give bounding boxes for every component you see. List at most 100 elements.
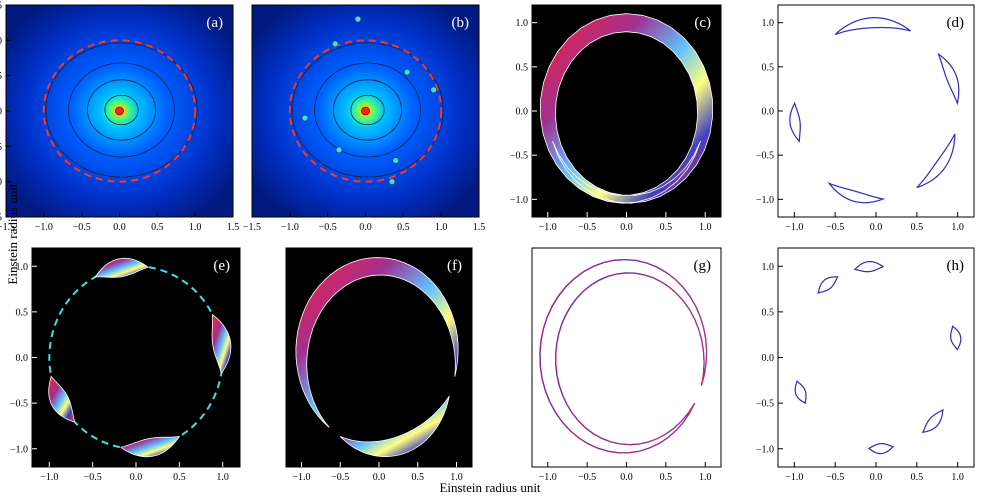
y-tick-label: −1.0 xyxy=(10,444,28,455)
lensed-arc xyxy=(540,13,713,204)
x-tick-label: 0.0 xyxy=(130,472,143,483)
x-tick-label: 1.0 xyxy=(216,472,229,483)
lensed-arc xyxy=(94,257,149,278)
y-tick-label: 0.0 xyxy=(516,107,529,118)
y-tick-label: −0.5 xyxy=(10,399,28,410)
x-tick-label: 1.0 xyxy=(435,222,448,233)
arc-contour-model xyxy=(867,443,895,455)
x-tick-label: 0.0 xyxy=(870,222,883,233)
einstein-ring-circle xyxy=(42,39,197,183)
isophote-contour xyxy=(314,62,421,158)
plot-area xyxy=(531,4,722,218)
y-tick-label: 1.5 xyxy=(0,1,2,12)
arc-contour-model xyxy=(921,408,944,433)
lensed-arc xyxy=(211,313,232,375)
y-tick-label: −0.5 xyxy=(756,151,774,162)
y-tick-label: −1.0 xyxy=(756,195,774,206)
panel-label: (h) xyxy=(947,258,965,274)
panel-label: (f) xyxy=(447,258,462,274)
lensed-arc xyxy=(120,435,181,458)
y-tick-label: 1.0 xyxy=(16,262,29,273)
arc-contour-model xyxy=(817,276,839,294)
panel-g: (g) −1.0 −0.5 0.0 0.5 1.0 xyxy=(531,247,722,483)
substructure-clump xyxy=(335,146,343,154)
isophote-contour xyxy=(333,79,402,141)
y-tick-label: −0.5 xyxy=(0,142,2,153)
substructure-clump xyxy=(392,157,400,164)
x-tick-label: −1.5 xyxy=(0,222,15,233)
y-tick-label: 1.0 xyxy=(516,18,529,29)
x-tick-label: −0.5 xyxy=(84,472,102,483)
y-tick-label: −1.0 xyxy=(756,444,774,455)
panel-a: (a) −1.5 −1.0 −0.5 0.0 0.5 1.0 1.5 1.5 1.0 0.5 0.0 −… xyxy=(0,1,239,234)
arc-contour-model xyxy=(827,182,886,204)
x-tick-label: −1.0 xyxy=(40,472,58,483)
x-tick-label: 0.0 xyxy=(359,222,372,233)
panel-label: (c) xyxy=(694,15,711,31)
x-tick-label: 1.0 xyxy=(951,472,964,483)
y-axis-label: Einstein radius unit xyxy=(5,183,20,285)
isophote-contour xyxy=(87,79,156,141)
arc-contour-model xyxy=(853,260,885,273)
arc-contour-model xyxy=(937,52,960,106)
substructure-clump xyxy=(331,40,339,48)
panel-label: (a) xyxy=(206,15,223,31)
isophote-contour xyxy=(350,94,385,126)
arc-contour-model xyxy=(834,17,911,36)
isophote-contour xyxy=(45,42,198,178)
x-tick-label: 1.0 xyxy=(951,222,964,233)
plot-area xyxy=(777,247,975,468)
panel-c: (c) −1.0 −0.5 0.0 0.5 1.0 1.0 0.5 0.0 −0.5 −1.0 xyxy=(510,4,722,233)
arc-contour-model xyxy=(950,325,962,351)
panel-h: (h) −1.0 −0.5 0.0 0.5 1.0 1.0 0.5 0.0 −0.5 −1.0 xyxy=(756,247,975,483)
y-tick-label: −1.0 xyxy=(0,177,2,188)
galaxy-core xyxy=(115,106,124,116)
x-tick-label: −0.5 xyxy=(578,472,596,483)
x-tick-label: −1.0 xyxy=(539,222,557,233)
substructure-clump xyxy=(388,178,396,185)
x-tick-label: −0.5 xyxy=(331,472,349,483)
x-tick-label: −1.0 xyxy=(35,222,53,233)
x-tick-label: 0.5 xyxy=(151,222,164,233)
x-tick-label: 0.0 xyxy=(620,222,633,233)
arc-contour-model xyxy=(789,101,801,143)
x-tick-label: 1.5 xyxy=(227,222,240,233)
x-tick-label: −1.0 xyxy=(785,472,803,483)
x-tick-label: 1.5 xyxy=(473,222,486,233)
x-tick-label: 0.5 xyxy=(397,222,410,233)
x-tick-label: −0.5 xyxy=(319,222,337,233)
y-tick-label: 0.0 xyxy=(762,107,775,118)
isophote-contour xyxy=(291,42,444,178)
y-tick-label: 1.0 xyxy=(762,262,775,273)
isophote-contour xyxy=(68,62,175,158)
x-tick-label: 1.0 xyxy=(699,472,712,483)
x-tick-label: 0.5 xyxy=(911,222,924,233)
lensed-arc xyxy=(295,257,459,428)
arc-contour-model xyxy=(916,133,956,189)
panel-e: (e) −1.0 −0.5 0.0 0.5 1.0 1.0 0.5 0.0 −0.5 −1.0 xyxy=(10,247,241,483)
x-tick-label: 0.0 xyxy=(870,472,883,483)
panel-d: (d) −1.0 −0.5 0.0 0.5 1.0 1.0 0.5 0.0 −0.5 −1.0 xyxy=(756,4,975,233)
x-tick-label: 0.0 xyxy=(620,472,633,483)
x-tick-label: 0.5 xyxy=(660,222,673,233)
arc-contour-data xyxy=(539,258,708,454)
isophote-contour xyxy=(104,94,139,126)
x-tick-label: 1.0 xyxy=(699,222,712,233)
x-tick-label: 0.5 xyxy=(173,472,186,483)
panel-f: (f) −1.0 −0.5 0.0 0.5 1.0 xyxy=(285,247,473,483)
x-tick-label: 1.0 xyxy=(189,222,202,233)
x-tick-label: −1.0 xyxy=(281,222,299,233)
y-tick-label: 0.0 xyxy=(16,353,29,364)
substructure-clump xyxy=(430,86,437,94)
lensed-arc xyxy=(48,375,76,423)
plot-area xyxy=(777,4,975,218)
y-tick-label: 0.5 xyxy=(0,71,2,82)
x-tick-label: −1.0 xyxy=(785,222,803,233)
panel-label: (g) xyxy=(694,258,712,274)
y-tick-label: 0.5 xyxy=(516,62,529,73)
einstein-ring-circle xyxy=(288,39,443,183)
galaxy-core xyxy=(361,106,370,116)
x-tick-label: −1.0 xyxy=(292,472,310,483)
y-tick-label: −0.5 xyxy=(756,399,774,410)
